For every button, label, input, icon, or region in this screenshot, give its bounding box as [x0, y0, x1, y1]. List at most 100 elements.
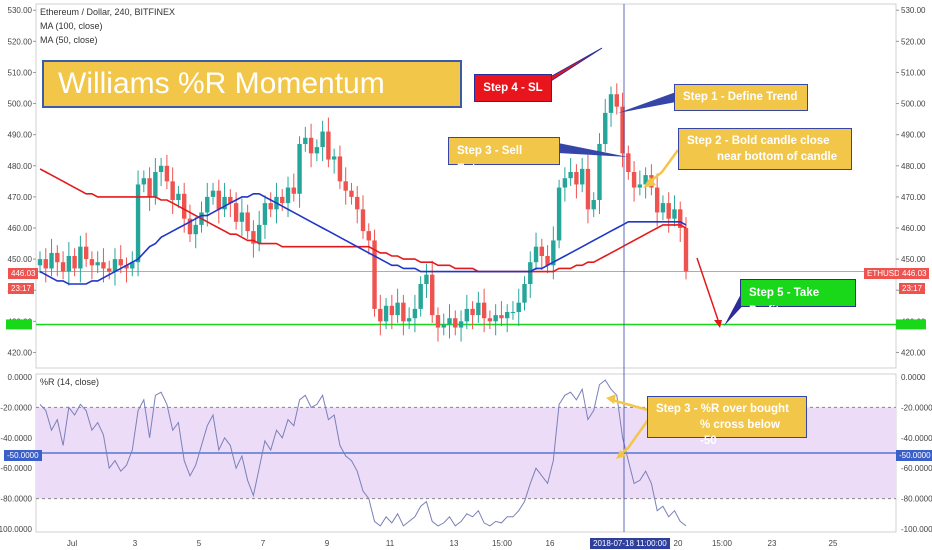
- candle-body: [678, 209, 683, 228]
- candle-body: [493, 315, 498, 322]
- candle-body: [141, 178, 147, 185]
- wr-tick-label-left: -60.0000: [0, 464, 32, 473]
- step3-williams-line2: % cross below -50: [700, 419, 780, 447]
- wr-tick-label-right: -20.0000: [901, 403, 932, 412]
- tp-tag-right: [896, 319, 926, 330]
- candle-body: [308, 137, 314, 154]
- candle-body: [579, 168, 585, 185]
- candle-body: [539, 246, 545, 256]
- candle-body: [447, 318, 452, 325]
- wr-level-tag-left: -50.0000: [4, 450, 42, 461]
- candle-body: [372, 240, 377, 309]
- candle-body: [614, 94, 619, 107]
- wr-arrow-lower-head: [616, 450, 626, 459]
- wr-tick-label-left: -40.0000: [0, 434, 32, 443]
- candle-body: [43, 259, 48, 269]
- wr-arrow-upper: [611, 398, 649, 412]
- candle-body: [164, 165, 170, 182]
- candle-body: [262, 203, 268, 225]
- candle-body: [522, 284, 527, 303]
- x-tick-label: 15:00: [492, 539, 513, 548]
- price-tick-label-right: 470.00: [901, 193, 926, 202]
- price-tick-label-left: 480.00: [8, 162, 33, 171]
- step1-label: Step 1 - Define Trend: [674, 84, 808, 111]
- candle-body: [458, 321, 464, 328]
- price-tick-label-right: 450.00: [901, 255, 926, 264]
- price-tick-label-left: 460.00: [8, 224, 33, 233]
- candle-body: [233, 203, 239, 222]
- candle-body: [130, 262, 135, 269]
- legend-williams-r: %R (14, close): [40, 377, 100, 387]
- step2-label: Step 2 - Bold candle close near bottom o…: [678, 128, 852, 170]
- candle-body: [314, 147, 320, 154]
- candle-body: [303, 137, 308, 144]
- candle-body: [297, 144, 302, 194]
- step1-pointer: [618, 92, 676, 113]
- candle-body: [112, 259, 118, 272]
- candle-body: [228, 196, 233, 204]
- step3-williams-line1: Step 3 - %R over bought: [656, 403, 789, 415]
- price-tick-label-right: 480.00: [901, 162, 926, 171]
- candle-body: [574, 172, 579, 185]
- ma100-line: [39, 168, 687, 273]
- wr-tick-label-right: -80.0000: [901, 495, 932, 504]
- candle-body: [435, 315, 441, 328]
- candle-body: [205, 196, 210, 213]
- price-tick-label-left: 510.00: [8, 68, 33, 77]
- price-tick-label-left: 470.00: [8, 193, 33, 202]
- williams-r-line: [39, 379, 687, 527]
- candle-body: [418, 284, 423, 309]
- candle-body: [239, 212, 245, 222]
- step2-line1: Step 2 - Bold candle close: [687, 135, 830, 147]
- candle-body: [660, 203, 666, 213]
- candle-body: [568, 172, 573, 179]
- candle-body: [441, 324, 446, 328]
- candle-body: [256, 224, 262, 244]
- candle-body: [285, 187, 291, 204]
- candle-body: [412, 308, 418, 319]
- wr-tick-label-left: -100.0000: [0, 525, 33, 534]
- candle-body: [251, 231, 256, 244]
- wr-tick-label-left: -20.0000: [0, 403, 32, 412]
- candle-body: [476, 302, 481, 316]
- candle-body: [585, 168, 591, 210]
- candle-body: [181, 193, 187, 219]
- step3-pointer: [558, 143, 628, 157]
- candle-body: [193, 224, 198, 235]
- price-tick-label-left: 530.00: [8, 6, 33, 15]
- candle-body: [378, 308, 383, 322]
- candle-body: [210, 190, 216, 197]
- price-tick-label-right: 460.00: [901, 224, 926, 233]
- candle-body: [603, 112, 608, 144]
- wr-tick-label-left: -80.0000: [0, 495, 32, 504]
- candle-body: [66, 256, 72, 272]
- price-tick-label-right: 530.00: [901, 6, 926, 15]
- candle-body: [83, 246, 89, 260]
- x-tick-label: 20: [674, 539, 683, 548]
- step5-down-arrow-head: [714, 320, 722, 328]
- wr-tick-label-right: -40.0000: [901, 434, 932, 443]
- candle-body: [355, 196, 360, 210]
- candle-body: [510, 312, 516, 313]
- step3-williams-label: Step 3 - %R over bought % cross below -5…: [647, 396, 807, 447]
- candle-body: [55, 252, 60, 263]
- candle-body: [153, 172, 158, 197]
- candle-body: [187, 218, 193, 235]
- candles-group: [37, 83, 689, 342]
- candle-body: [683, 228, 689, 272]
- candle-body: [430, 274, 435, 316]
- candle-body: [72, 256, 77, 269]
- candle-body: [222, 196, 227, 210]
- candle-body: [551, 240, 556, 266]
- candle-body: [556, 187, 562, 241]
- x-tick-label: 25: [829, 539, 838, 548]
- x-tick-label: 15:00: [712, 539, 733, 548]
- wr-level-tag-right: -50.0000: [896, 450, 932, 461]
- step5-down-arrow: [696, 257, 719, 321]
- candle-body: [216, 190, 222, 210]
- candle-body: [424, 274, 429, 284]
- candle-body: [453, 318, 458, 328]
- legend-ma100: MA (100, close): [40, 21, 103, 31]
- candle-body: [395, 302, 400, 316]
- candle-body: [637, 184, 643, 188]
